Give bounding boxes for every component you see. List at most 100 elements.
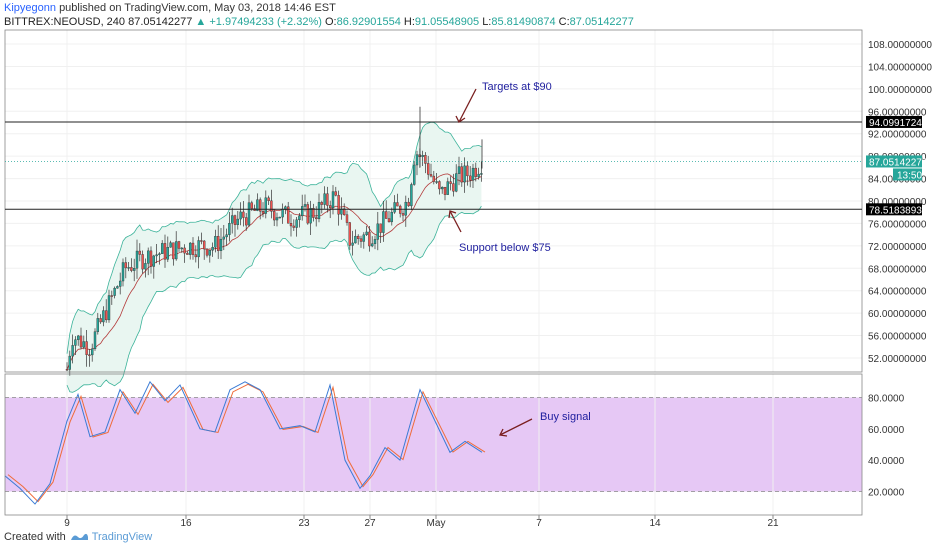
support-annotation: Support below $75 xyxy=(459,242,551,254)
candle-body xyxy=(365,231,368,236)
candle-body xyxy=(359,238,363,242)
resistance-tag-label: 94.09917246 xyxy=(869,118,928,129)
candle-body xyxy=(469,175,472,181)
candle-body xyxy=(71,345,74,357)
candle-body xyxy=(194,254,198,258)
candle-body xyxy=(446,181,449,195)
candle-body xyxy=(284,206,287,210)
candle-body xyxy=(301,206,304,217)
candle-body xyxy=(259,199,262,212)
stoch-tick: 40.0000 xyxy=(868,456,905,467)
support-arrow-icon xyxy=(449,210,462,233)
candle-body xyxy=(329,205,332,209)
stochastic-axis[interactable]: 80.0000 60.0000 40.0000 20.0000 xyxy=(868,394,905,499)
price-tick: 96.00000000 xyxy=(868,107,927,118)
candle-body xyxy=(421,155,424,158)
candle-body xyxy=(424,155,427,164)
symbol-label: BITTREX:NEOUSD, 240 xyxy=(4,16,126,28)
countdown-tag xyxy=(893,168,922,181)
price-tick: 64.00000000 xyxy=(868,287,927,298)
candle-body xyxy=(295,219,298,228)
candle-body xyxy=(275,217,279,221)
candle-body xyxy=(303,204,307,207)
candle-body xyxy=(76,335,80,340)
stoch-tick: 60.0000 xyxy=(868,425,905,436)
candle-body xyxy=(202,240,206,250)
candle-body xyxy=(160,243,164,254)
candle-body xyxy=(471,167,475,181)
time-axis[interactable]: 9 16 23 27 May 7 14 21 xyxy=(64,515,779,529)
candle-body xyxy=(228,223,231,235)
candle-body xyxy=(244,217,248,226)
time-tick: 14 xyxy=(649,518,661,529)
candle-body xyxy=(65,368,69,371)
candle-body xyxy=(315,217,318,220)
band-lower xyxy=(66,205,482,393)
candle-body xyxy=(225,234,228,238)
candle-body xyxy=(242,211,245,218)
candle-body xyxy=(68,355,72,370)
candle-body xyxy=(289,223,293,227)
candle-body xyxy=(312,207,315,218)
targets-arrow-icon xyxy=(458,88,477,123)
candle-body xyxy=(334,191,337,196)
candle-body xyxy=(144,263,147,270)
candle-body xyxy=(452,183,455,192)
low-value: 85.81490874 xyxy=(491,16,556,28)
price-axis[interactable]: 108.00000000 104.00000000 100.00000000 96.0… xyxy=(866,40,932,365)
candle-body xyxy=(273,211,276,221)
price-tick: 72.00000000 xyxy=(868,242,927,253)
candle-body xyxy=(211,247,214,251)
symbol-info: BITTREX:NEOUSD, 240 87.05142277 ▲ +1.974… xyxy=(4,16,634,28)
candle-body xyxy=(376,223,379,240)
open-label: O: xyxy=(324,16,337,28)
candle-body xyxy=(438,181,441,190)
candle-body xyxy=(166,247,170,260)
candle-body xyxy=(155,254,158,257)
candle-body xyxy=(256,199,259,211)
up-triangle-icon: ▲ xyxy=(195,16,207,28)
candle-body xyxy=(267,197,270,202)
last-price-tag-label: 87.05142277 xyxy=(869,157,928,168)
candle-body xyxy=(281,208,284,218)
candle-body xyxy=(413,164,416,185)
candle-body xyxy=(85,341,88,355)
candle-body xyxy=(200,240,203,242)
candle-body xyxy=(88,354,91,356)
candle-body xyxy=(107,295,111,321)
candle-body xyxy=(474,167,477,177)
candle-body xyxy=(337,195,340,215)
buy-signal-annotation: Buy signal xyxy=(540,411,591,423)
price-pane xyxy=(4,29,863,373)
candle-body xyxy=(169,242,172,248)
price-tick: 52.00000000 xyxy=(868,354,927,365)
candle-body xyxy=(264,197,267,214)
support-tag-label: 78.51838935 xyxy=(869,205,928,216)
candle-body xyxy=(118,280,122,287)
horizontal-levels[interactable] xyxy=(5,121,862,210)
stoch-tick: 80.0000 xyxy=(868,394,905,405)
candle-body xyxy=(261,211,265,214)
candle-body xyxy=(239,211,242,220)
author-link[interactable]: Kipyegonn xyxy=(4,2,56,14)
candle-body xyxy=(121,262,125,282)
candle-body xyxy=(79,335,83,348)
candle-body xyxy=(74,339,77,346)
targets-annotation: Targets at $90 xyxy=(482,81,552,93)
candle-body xyxy=(368,231,371,247)
stoch-tick: 20.0000 xyxy=(868,488,905,499)
candle-body xyxy=(230,215,234,224)
time-tick: 7 xyxy=(536,518,542,529)
candle-body xyxy=(130,267,133,271)
candle-body xyxy=(180,247,184,250)
publish-info: Kipyegonn published on TradingView.com, … xyxy=(4,2,336,14)
publish-text: published on TradingView.com, May 03, 20… xyxy=(59,2,336,14)
candle-body xyxy=(351,242,354,246)
time-tick: 9 xyxy=(64,518,70,529)
stoch-k-line xyxy=(4,380,483,505)
tradingview-brand[interactable]: TradingView xyxy=(91,531,153,543)
price-tick: 80.00000000 xyxy=(868,197,927,208)
candle-body xyxy=(441,186,444,190)
stochastic-lines xyxy=(4,380,862,505)
